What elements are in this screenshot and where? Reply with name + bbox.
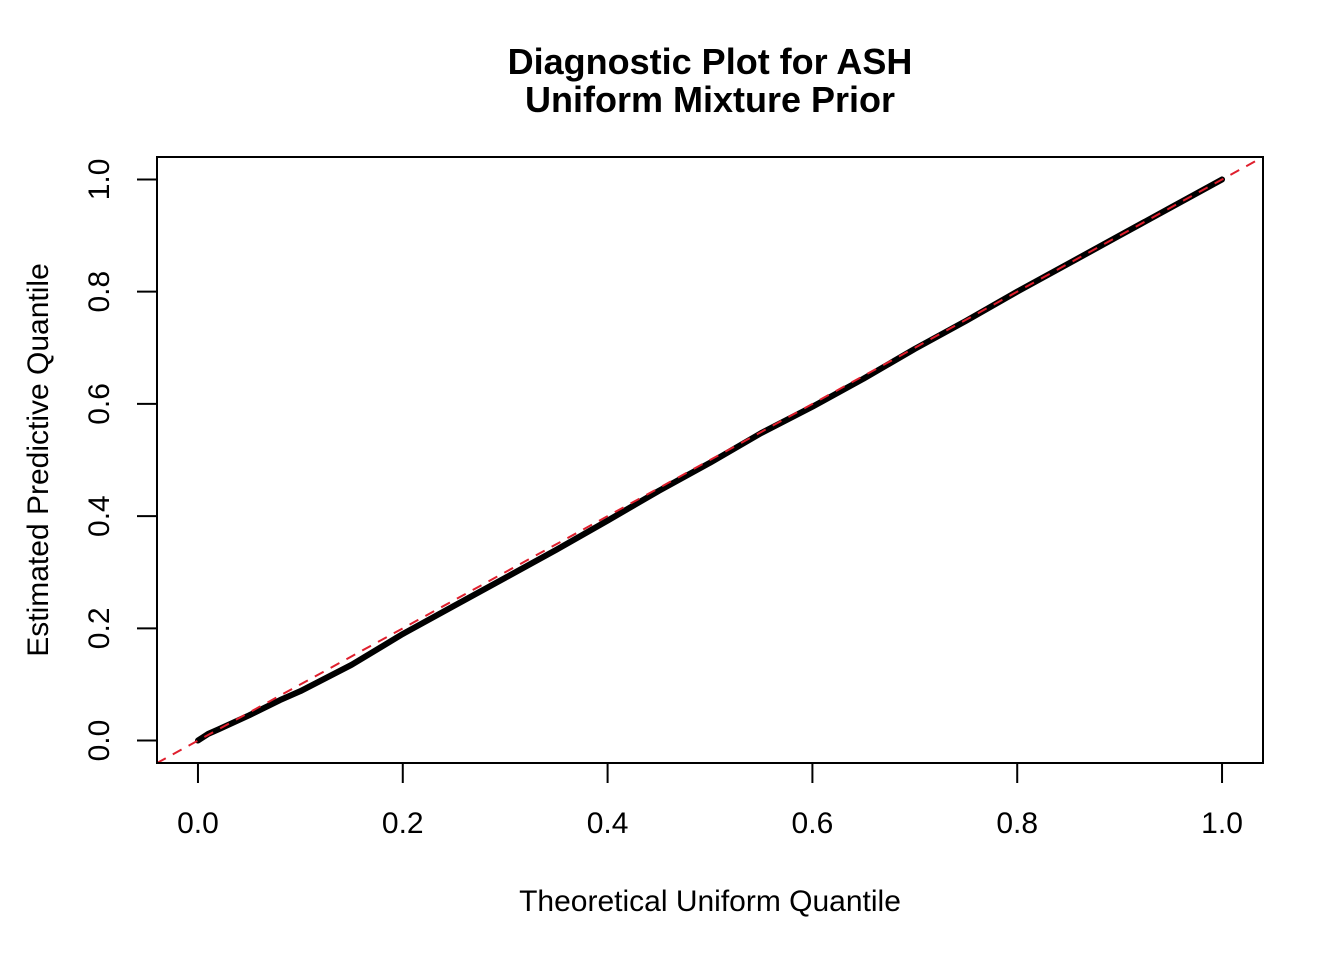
- y-tick-label: 0.2: [83, 607, 116, 649]
- x-tick-label: 0.0: [177, 807, 219, 840]
- chart-title: Diagnostic Plot for ASH: [508, 41, 913, 82]
- chart-subtitle: Uniform Mixture Prior: [525, 79, 895, 120]
- y-axis: 0.0 0.2 0.4 0.6 0.8 1.0: [83, 159, 158, 762]
- y-tick-label: 0.6: [83, 383, 116, 425]
- x-tick-label: 0.2: [382, 807, 424, 840]
- y-tick-label: 0.0: [83, 720, 116, 762]
- x-axis: 0.0 0.2 0.4 0.6 0.8 1.0: [177, 762, 1243, 840]
- reference-line: [157, 157, 1263, 763]
- plot-frame: [156, 156, 1264, 764]
- y-tick-label: 1.0: [83, 159, 116, 201]
- x-tick-label: 0.6: [792, 807, 834, 840]
- x-tick-label: 0.4: [587, 807, 629, 840]
- x-tick-label: 0.8: [996, 807, 1038, 840]
- plot-area: [157, 157, 1263, 763]
- y-axis-label: Estimated Predictive Quantile: [22, 263, 55, 657]
- y-tick-label: 0.4: [83, 495, 116, 537]
- y-tick-label: 0.8: [83, 271, 116, 313]
- x-axis-label: Theoretical Uniform Quantile: [519, 885, 901, 918]
- x-tick-label: 1.0: [1201, 807, 1243, 840]
